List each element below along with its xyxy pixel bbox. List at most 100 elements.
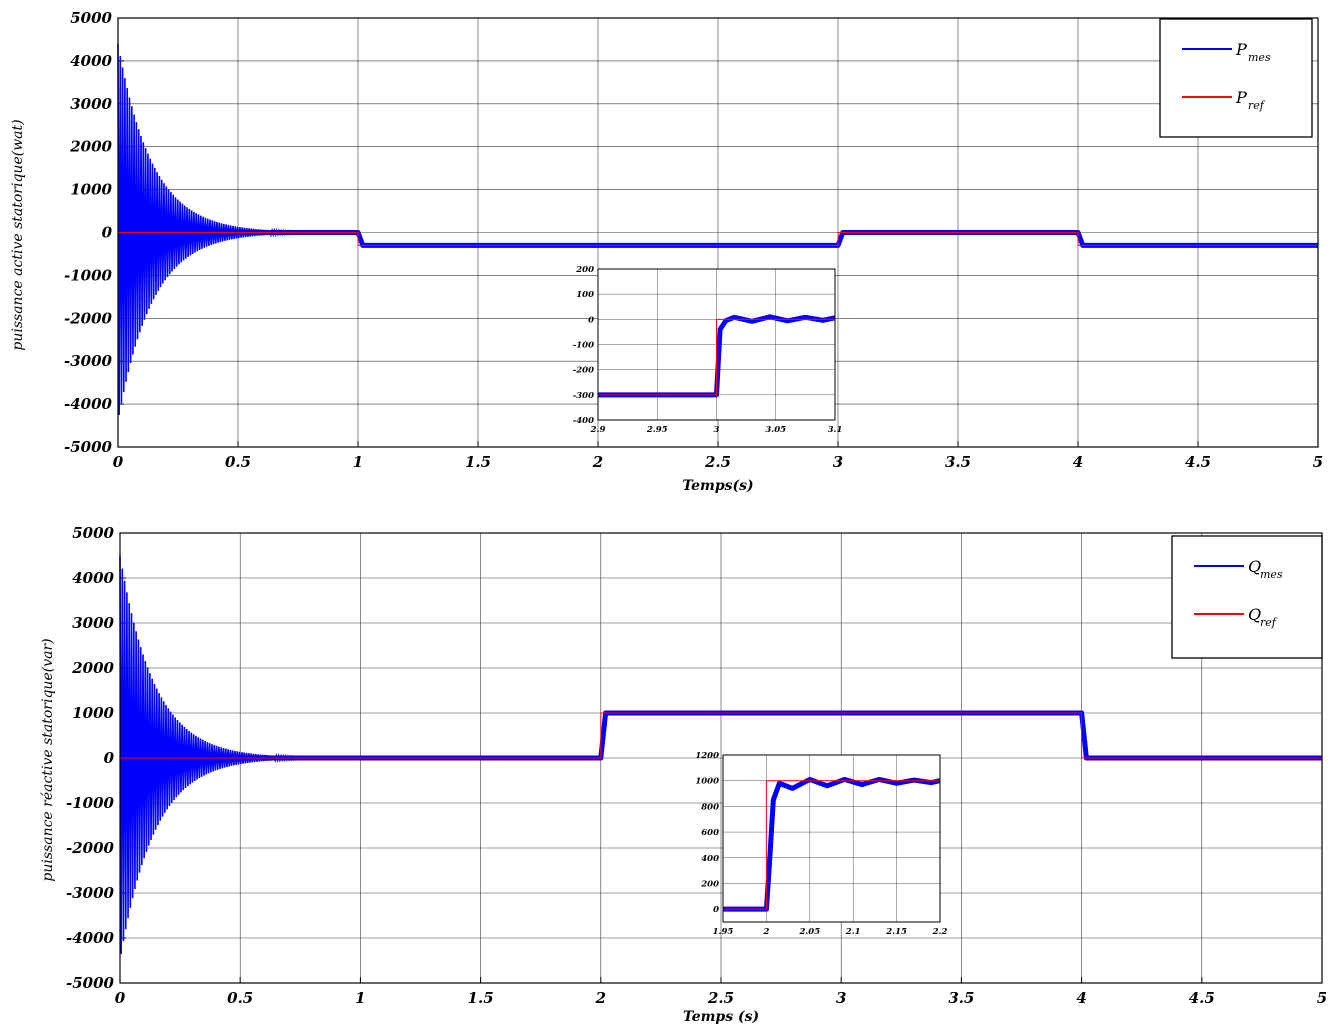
legend-label: P [1235,88,1247,107]
inset-measured-line [598,314,836,398]
inset-y-tick-label: -400 [573,416,594,426]
x-tick-label: 5 [1317,989,1327,1007]
inset-y-tick-label: 200 [575,265,594,275]
inset-y-tick-label: 0 [713,905,719,915]
y-tick-label: -2000 [64,309,113,327]
legend-label: P [1235,40,1247,59]
reference-series-line [118,232,1318,246]
y-tick-label: -5000 [66,974,115,992]
y-tick-label: 3000 [70,95,112,113]
plot-panel-1: 0 0.5 1 1.5 2 2.5 3 3.5 4 4.5 55000400030002000100… [10,9,1323,494]
x-tick-label: 2 [592,453,603,471]
legend-subscript: ref [1248,99,1266,112]
x-tick-label: 1 [355,989,365,1007]
y-tick-label: 0 [104,749,115,767]
x-axis-label: Temps (s) [683,1009,759,1024]
y-tick-label: -1000 [66,794,115,812]
inset-frame [722,754,941,923]
x-tick-label: 4 [1076,989,1086,1007]
y-tick-label: -4000 [66,929,115,947]
inset-x-tick-label: 2.15 [885,927,907,937]
x-tick-label: 3 [833,453,843,471]
x-tick-label: 0 [115,989,126,1007]
x-tick-label: 2 [595,989,606,1007]
legend-box [1159,18,1313,138]
legend-subscript: ref [1260,616,1278,629]
inset-y-tick-label: 100 [576,290,594,300]
x-tick-label: 1.5 [465,453,491,471]
x-tick-label: 1 [353,453,363,471]
inset-frame [597,268,836,421]
x-axis-label: Temps(s) [682,478,753,494]
inset-plot: 1.95 2 2.05 2.1 2.15 2.2 1200 1000 800 600 400 200 0 [695,751,947,937]
y-axis-label: puissance réactive statorique(var) [40,638,56,881]
legend-label: Q [1248,605,1261,624]
x-tick-label: 4.5 [1185,453,1211,471]
x-tick-label: 3.5 [945,453,971,471]
inset-reference-line [723,780,940,910]
inset-y-tick-label: 400 [701,854,719,864]
x-tick-label: 4 [1073,453,1083,471]
inset-x-tick-label: 2.1 [845,927,861,937]
x-tick-label: 2.5 [704,453,731,471]
inset-plot: 2.9 2.95 3 3.05 3.1 200 100 0 -100 -200 -300 -400 [573,265,843,435]
x-tick-label: 2.5 [707,989,734,1007]
y-tick-label: -2000 [66,839,115,857]
inset-reference-line [598,318,835,396]
inset-y-tick-label: -100 [573,341,594,351]
y-axis-label: puissance active statorique(wat) [10,119,26,350]
x-tick-label: 3 [836,989,846,1007]
inset-x-tick-label: 3 [714,425,720,435]
inset-x-tick-label: 2.05 [798,927,820,937]
y-tick-label: -1000 [64,266,113,284]
reference-series-line [120,712,1322,759]
inset-y-tick-label: 0 [588,315,594,325]
inset-y-tick-label: 1200 [695,751,719,761]
y-tick-label: 5000 [72,524,114,542]
y-tick-label: 5000 [70,9,112,27]
inset-x-tick-label: 2.9 [590,425,606,435]
x-tick-label: 0.5 [225,453,251,471]
y-tick-label: -4000 [64,395,113,413]
legend-subscript: mes [1248,51,1271,64]
inset-y-tick-label: 800 [701,802,719,812]
legend-box [1171,535,1323,659]
y-tick-label: 3000 [72,614,114,632]
plot-panel-2: 0 0.5 1 1.5 2 2.5 3 3.5 4 4.5 55000400030002000100… [40,524,1327,1024]
x-tick-label: 3.5 [948,989,974,1007]
inset-y-tick-label: -300 [573,391,594,401]
inset-y-tick-label: 600 [701,828,719,838]
inset-x-tick-label: 2.95 [646,425,668,435]
inset-y-tick-label: -200 [573,366,594,376]
x-tick-label: 1.5 [468,989,494,1007]
inset-x-tick-label: 3.1 [828,425,843,435]
y-tick-label: 2000 [71,659,114,677]
inset-y-tick-label: 200 [700,879,719,889]
y-tick-label: 2000 [69,138,112,156]
x-tick-label: 4.5 [1189,989,1215,1007]
y-tick-label: 0 [102,224,113,242]
inset-y-tick-label: 1000 [695,777,719,787]
x-tick-label: 0 [113,453,124,471]
plot-frame [117,17,1319,448]
legend-subscript: mes [1260,568,1283,581]
x-tick-label: 0.5 [227,989,253,1007]
legend-label: Q [1248,557,1261,576]
y-tick-label: 4000 [70,52,112,70]
inset-x-tick-label: 2 [762,927,769,937]
plot-frame [119,532,1323,984]
measured-series-line [118,230,1318,248]
y-tick-label: 1000 [72,704,114,722]
inset-x-tick-label: 1.95 [713,927,734,937]
y-tick-label: -3000 [64,352,113,370]
y-tick-label: 4000 [72,569,114,587]
inset-x-tick-label: 3.05 [765,425,786,435]
inset-x-tick-label: 2.2 [932,927,948,937]
y-tick-label: -5000 [64,438,113,456]
y-tick-label: -3000 [66,884,115,902]
y-tick-label: 1000 [70,181,112,199]
x-tick-label: 5 [1313,453,1323,471]
